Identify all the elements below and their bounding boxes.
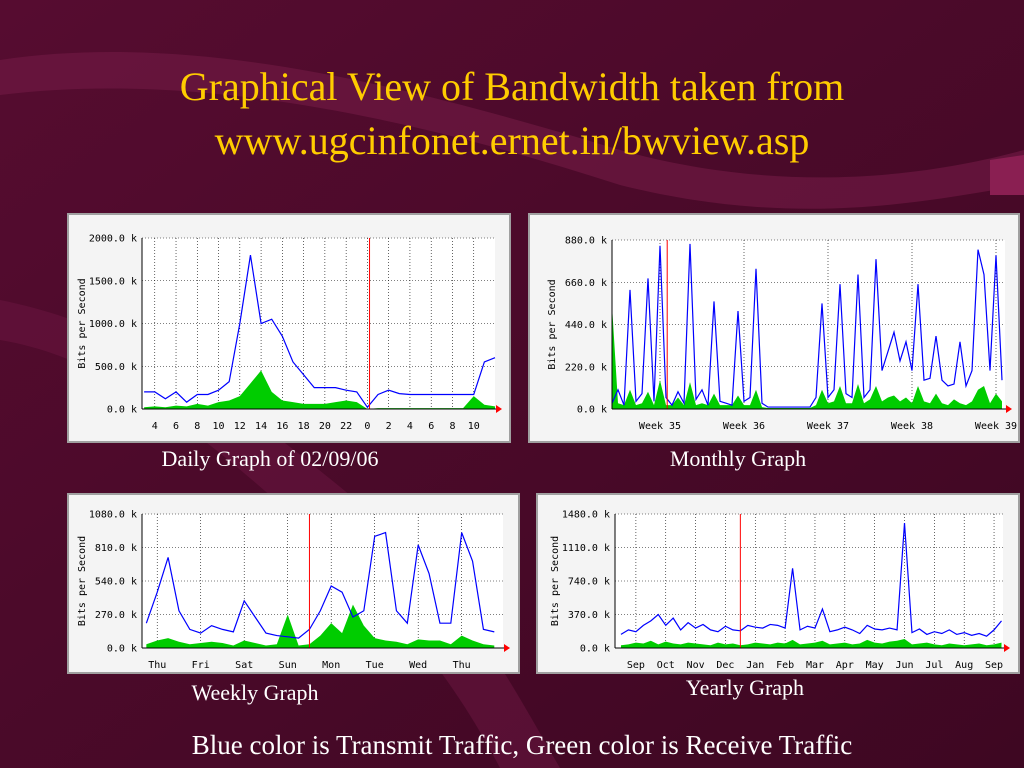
x-tick-label: Sep: [627, 660, 645, 671]
x-tick-label: Jun: [895, 660, 913, 671]
y-axis-label: Bits per Second: [550, 536, 561, 626]
chart: 0.0 k 270.0 k 540.0 k 810.0 k 1080.0 k Thu Fri…: [67, 493, 520, 705]
x-tick-label: Week 35: [639, 421, 681, 432]
x-tick-label: Jul: [925, 660, 943, 671]
x-tick-label: Sat: [235, 660, 253, 671]
x-tick-label: Week 39: [975, 421, 1017, 432]
receive-area: [620, 638, 1002, 648]
x-tick-label: 20: [319, 421, 331, 432]
y-tick-label: 440.0 k: [565, 320, 607, 331]
chart-caption: Monthly Graph: [670, 446, 806, 471]
x-tick-label: 6: [428, 421, 434, 432]
y-tick-label: 270.0 k: [95, 610, 137, 621]
x-tick-label: 4: [407, 421, 413, 432]
chart-caption: Daily Graph of 02/09/06: [162, 446, 379, 471]
x-tick-label: Week 37: [807, 421, 849, 432]
swoosh: [0, 52, 1024, 209]
x-tick-label: Week 38: [891, 421, 933, 432]
swoosh: [0, 300, 560, 768]
transmit-line: [611, 243, 1003, 408]
axis-arrow: [504, 644, 510, 652]
swoosh: [990, 155, 1024, 195]
y-tick-label: 1500.0 k: [89, 276, 137, 287]
title-line: Graphical View of Bandwidth taken from: [180, 64, 844, 109]
x-tick-label: Oct: [657, 660, 675, 671]
x-tick-label: 10: [468, 421, 480, 432]
axis-arrow: [1004, 644, 1010, 652]
axis-arrow: [496, 405, 502, 413]
y-tick-label: 370.0 k: [568, 610, 610, 621]
x-tick-label: 18: [298, 421, 310, 432]
transmit-line: [144, 255, 496, 409]
y-tick-label: 1080.0 k: [89, 510, 137, 521]
x-tick-label: Tue: [366, 660, 384, 671]
y-tick-label: 0.0 k: [107, 405, 137, 416]
x-tick-label: 2: [386, 421, 392, 432]
x-tick-label: Apr: [836, 660, 854, 671]
y-axis-label: Bits per Second: [77, 536, 88, 626]
x-tick-label: 8: [194, 421, 200, 432]
x-tick-label: Dec: [716, 660, 734, 671]
chart-caption: Yearly Graph: [686, 675, 804, 700]
x-tick-label: Thu: [453, 660, 471, 671]
y-tick-label: 500.0 k: [95, 362, 137, 373]
x-tick-label: 4: [152, 421, 158, 432]
y-axis-label: Bits per Second: [547, 279, 558, 369]
x-tick-label: Feb: [776, 660, 794, 671]
y-tick-label: 0.0 k: [577, 405, 607, 416]
x-tick-label: 0: [364, 421, 370, 432]
y-tick-label: 740.0 k: [568, 577, 610, 588]
x-tick-label: Jan: [746, 660, 764, 671]
y-tick-label: 2000.0 k: [89, 234, 137, 245]
footnote: Blue color is Transmit Traffic, Green co…: [192, 730, 852, 760]
y-tick-label: 660.0 k: [565, 278, 607, 289]
x-tick-label: Mon: [322, 660, 340, 671]
receive-area: [612, 305, 1002, 409]
receive-area: [146, 604, 495, 648]
y-axis-label: Bits per Second: [77, 278, 88, 368]
chart: 0.0 k 220.0 k 440.0 k 660.0 k 880.0 k Week 35…: [528, 213, 1020, 471]
plot-area: [615, 514, 1003, 648]
y-tick-label: 1480.0 k: [562, 510, 610, 521]
y-tick-label: 540.0 k: [95, 577, 137, 588]
transmit-line: [620, 523, 1002, 637]
x-tick-label: Mar: [806, 660, 824, 671]
x-tick-label: 16: [276, 421, 288, 432]
x-tick-label: Sun: [279, 660, 297, 671]
x-tick-label: 8: [449, 421, 455, 432]
y-tick-label: 220.0 k: [565, 362, 607, 373]
x-tick-label: Thu: [148, 660, 166, 671]
chart: 0.0 k 370.0 k 740.0 k 1110.0 k 1480.0 k Sep Oc…: [536, 493, 1020, 700]
x-tick-label: Week 36: [723, 421, 765, 432]
x-tick-label: 10: [213, 421, 225, 432]
y-tick-label: 810.0 k: [95, 543, 137, 554]
y-tick-label: 0.0 k: [107, 644, 137, 655]
x-tick-label: 12: [234, 421, 246, 432]
y-tick-label: 0.0 k: [580, 644, 610, 655]
x-tick-label: Fri: [192, 660, 210, 671]
x-tick-label: Aug: [955, 660, 973, 671]
x-tick-label: 6: [173, 421, 179, 432]
y-tick-label: 1110.0 k: [562, 543, 610, 554]
y-tick-label: 880.0 k: [565, 236, 607, 247]
x-tick-label: May: [866, 660, 884, 671]
transmit-line: [145, 531, 495, 639]
x-tick-label: Sep: [985, 660, 1003, 671]
chart-caption: Weekly Graph: [191, 680, 318, 705]
x-tick-label: Wed: [409, 660, 427, 671]
axis-arrow: [1006, 405, 1012, 413]
title-line: www.ugcinfonet.ernet.in/bwview.asp: [215, 118, 810, 163]
x-tick-label: Nov: [687, 660, 705, 671]
chart: 0.0 k 500.0 k 1000.0 k 1500.0 k 2000.0 k 4 6 8 1…: [67, 213, 511, 471]
x-tick-label: 22: [340, 421, 352, 432]
y-tick-label: 1000.0 k: [89, 319, 137, 330]
x-tick-label: 14: [255, 421, 267, 432]
